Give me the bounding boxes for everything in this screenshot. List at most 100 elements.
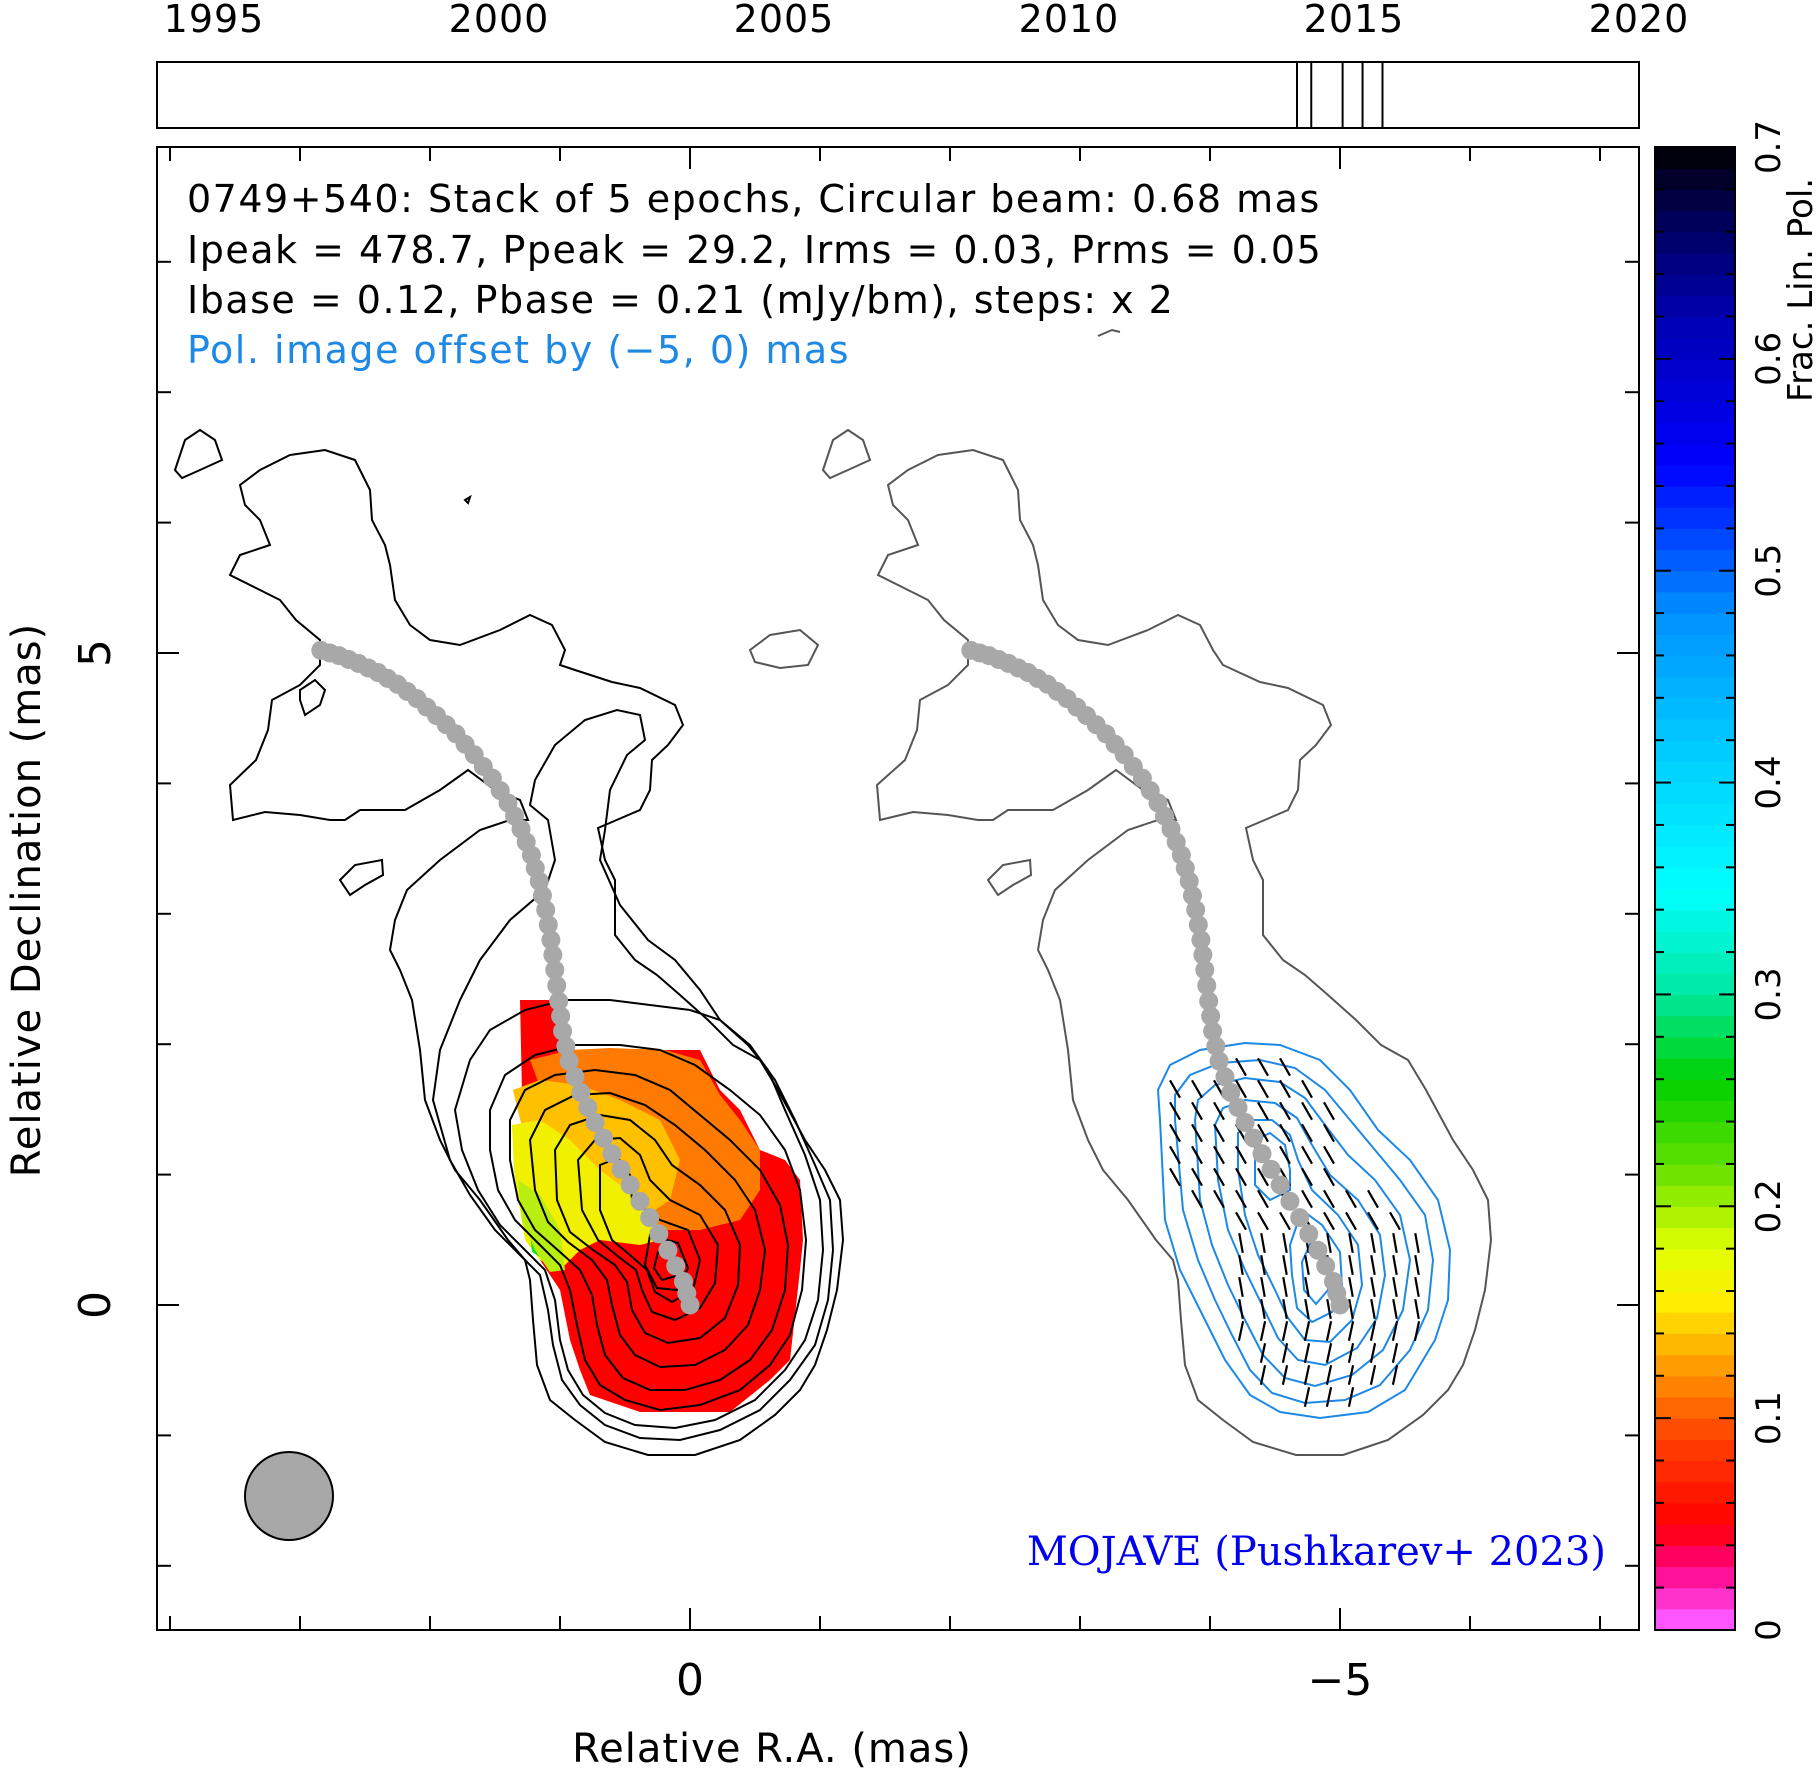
colorbar-band <box>1655 761 1735 784</box>
ridge-point <box>594 1128 614 1148</box>
evpa-tick <box>1326 1298 1332 1320</box>
evpa-tick <box>1392 1232 1398 1254</box>
colorbar-band <box>1655 846 1735 868</box>
evpa-tick <box>1257 1211 1269 1231</box>
ridge-point <box>551 1006 571 1026</box>
evpa-tick <box>1281 1342 1289 1364</box>
jet-ridge-line <box>311 640 700 1315</box>
colorbar-band <box>1655 1142 1735 1165</box>
evpa-tick <box>1323 1145 1335 1165</box>
evpa-tick <box>1392 1298 1398 1320</box>
colorbar-band <box>1655 591 1735 614</box>
evpa-tick <box>1237 1320 1245 1342</box>
evpa-tick <box>1238 1276 1244 1298</box>
evpa-tick <box>1257 1057 1269 1077</box>
ridge-point <box>1252 1144 1272 1164</box>
jet-ridge-line-pol <box>961 640 1350 1315</box>
y-axis-title: Relative Declination (mas) <box>4 623 50 1177</box>
evpa-tick <box>1391 1320 1399 1342</box>
colorbar-band <box>1655 570 1735 593</box>
colorbar-band <box>1655 1248 1735 1271</box>
colorbar-band <box>1655 930 1735 953</box>
evpa-tick <box>1257 1079 1269 1099</box>
evpa-tick <box>1238 1254 1244 1276</box>
evpa-tick <box>1323 1101 1335 1121</box>
pol-contour-3 <box>1193 1076 1412 1388</box>
evpa-tick <box>1279 1145 1291 1165</box>
colorbar-band <box>1655 1269 1735 1292</box>
evpa-tick <box>1414 1254 1420 1276</box>
colorbar-band <box>1655 1333 1735 1356</box>
evpa-tick <box>1323 1211 1335 1231</box>
epoch-tick-label-2010: 2010 <box>1019 0 1120 41</box>
evpa-tick <box>1303 1320 1311 1342</box>
evpa-tick <box>1235 1167 1247 1187</box>
colorbar-band <box>1655 888 1735 911</box>
ridge-point <box>658 1240 678 1260</box>
epoch-tick-label-2005: 2005 <box>734 0 835 41</box>
colorbar-band <box>1655 676 1735 699</box>
evpa-tick <box>1414 1298 1420 1320</box>
colorbar-band <box>1655 401 1735 424</box>
intensity-contour-5 <box>509 1068 790 1391</box>
evpa-tick <box>1282 1232 1288 1254</box>
colorbar-band <box>1655 1227 1735 1250</box>
ridge-point <box>1316 1256 1336 1276</box>
colorbar-band <box>1655 189 1735 212</box>
evpa-tick <box>1347 1364 1355 1386</box>
evpa-tick <box>1323 1167 1335 1187</box>
colorbar-band <box>1655 210 1735 233</box>
evpa-tick <box>1191 1189 1203 1209</box>
colorbar-title: Frac. Lin. Pol. <box>1781 178 1819 402</box>
pol-image <box>748 328 1493 1456</box>
evpa-tick <box>1260 1276 1266 1298</box>
x-tick-label-minus5: −5 <box>1308 1655 1373 1706</box>
evpa-tick <box>1282 1254 1288 1276</box>
colorbar-band <box>1655 485 1735 508</box>
evpa-tick <box>1392 1254 1398 1276</box>
ridge-point <box>1270 1175 1290 1195</box>
evpa-tick <box>1281 1320 1289 1342</box>
colorbar-band <box>1655 231 1735 254</box>
colorbar-band <box>1655 1057 1735 1080</box>
intensity-contour-4 <box>489 1044 808 1412</box>
evpa-tick <box>1325 1342 1333 1364</box>
evpa-tick <box>1304 1298 1310 1320</box>
colorbar-tick-label: 0.2 <box>1749 1179 1789 1233</box>
ridge-point <box>1209 1051 1229 1071</box>
evpa-tick <box>1370 1254 1376 1276</box>
pol-contours <box>1156 1041 1452 1420</box>
ridge-point <box>611 1159 631 1179</box>
ridge-point <box>602 1144 622 1164</box>
evpa-tick <box>1169 1101 1181 1121</box>
ridge-point <box>1261 1159 1281 1179</box>
evpa-tick <box>1369 1342 1377 1364</box>
intensity-island-3 <box>338 858 385 897</box>
evpa-tick <box>1348 1298 1354 1320</box>
evpa-tick <box>1304 1254 1310 1276</box>
evpa-tick <box>1301 1167 1313 1187</box>
colorbar-frame <box>1654 146 1736 1631</box>
evpa-tick <box>1169 1123 1181 1143</box>
colorbar-band <box>1655 1566 1735 1589</box>
ridge-point <box>541 930 561 950</box>
ridge-point <box>571 1082 591 1102</box>
evpa-tick <box>1213 1167 1225 1187</box>
ridge-point <box>536 900 556 920</box>
colorbar-band <box>1655 1375 1735 1398</box>
evpa-tick <box>1257 1189 1269 1209</box>
evpa-tick <box>1260 1254 1266 1276</box>
colorbar: 0 0.1 0.2 0.3 0.4 0.5 0.6 0.7 Frac. Lin. Pol. <box>1654 120 1819 1641</box>
ridge-point <box>1179 871 1199 891</box>
evpa-tick <box>1348 1276 1354 1298</box>
colorbar-tick-label: 0.7 <box>1749 120 1789 174</box>
evpa-tick <box>1348 1232 1354 1254</box>
evpa-tick <box>1367 1211 1379 1231</box>
evpa-tick <box>1282 1276 1288 1298</box>
colorbar-band <box>1655 1481 1735 1504</box>
colorbar-band <box>1655 1100 1735 1123</box>
ridge-point <box>1235 1112 1255 1132</box>
evpa-tick <box>1391 1364 1399 1386</box>
evpa-tick <box>1301 1123 1313 1143</box>
